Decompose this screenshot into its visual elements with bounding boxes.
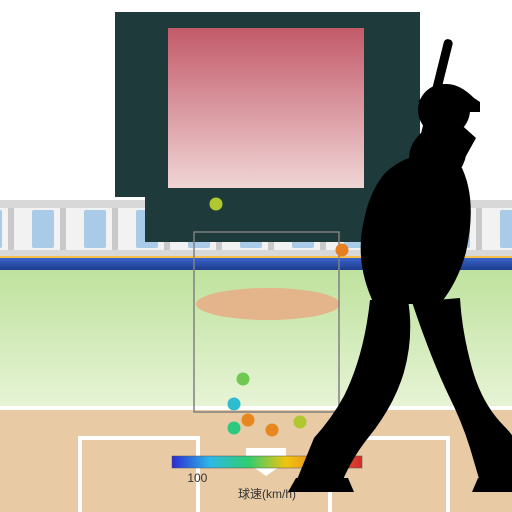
stand-pillar xyxy=(8,208,14,250)
stand-pillar xyxy=(476,208,482,250)
helmet-earflap xyxy=(464,102,478,112)
pitch-marker xyxy=(242,414,255,427)
batter-front-foot xyxy=(288,478,354,492)
pitch-marker xyxy=(336,244,349,257)
pitch-location-chart: 100150球速(km/h) xyxy=(0,0,512,512)
stand-seat xyxy=(500,210,512,248)
legend-tick: 100 xyxy=(187,471,207,485)
pitch-marker xyxy=(237,373,250,386)
stand-seat xyxy=(0,210,2,248)
scoreboard-panel xyxy=(168,28,364,188)
scoreboard-foot xyxy=(145,197,390,242)
pitch-marker xyxy=(228,422,241,435)
legend-label: 球速(km/h) xyxy=(238,487,296,501)
stand-pillar xyxy=(112,208,118,250)
stand-pillar xyxy=(60,208,66,250)
pitchers-mound xyxy=(196,288,340,320)
pitch-marker xyxy=(228,398,241,411)
pitch-marker xyxy=(266,424,279,437)
batter-back-foot xyxy=(472,478,512,492)
stand-seat xyxy=(84,210,106,248)
stand-seat xyxy=(32,210,54,248)
pitch-marker xyxy=(210,198,223,211)
pitch-marker xyxy=(294,416,307,429)
